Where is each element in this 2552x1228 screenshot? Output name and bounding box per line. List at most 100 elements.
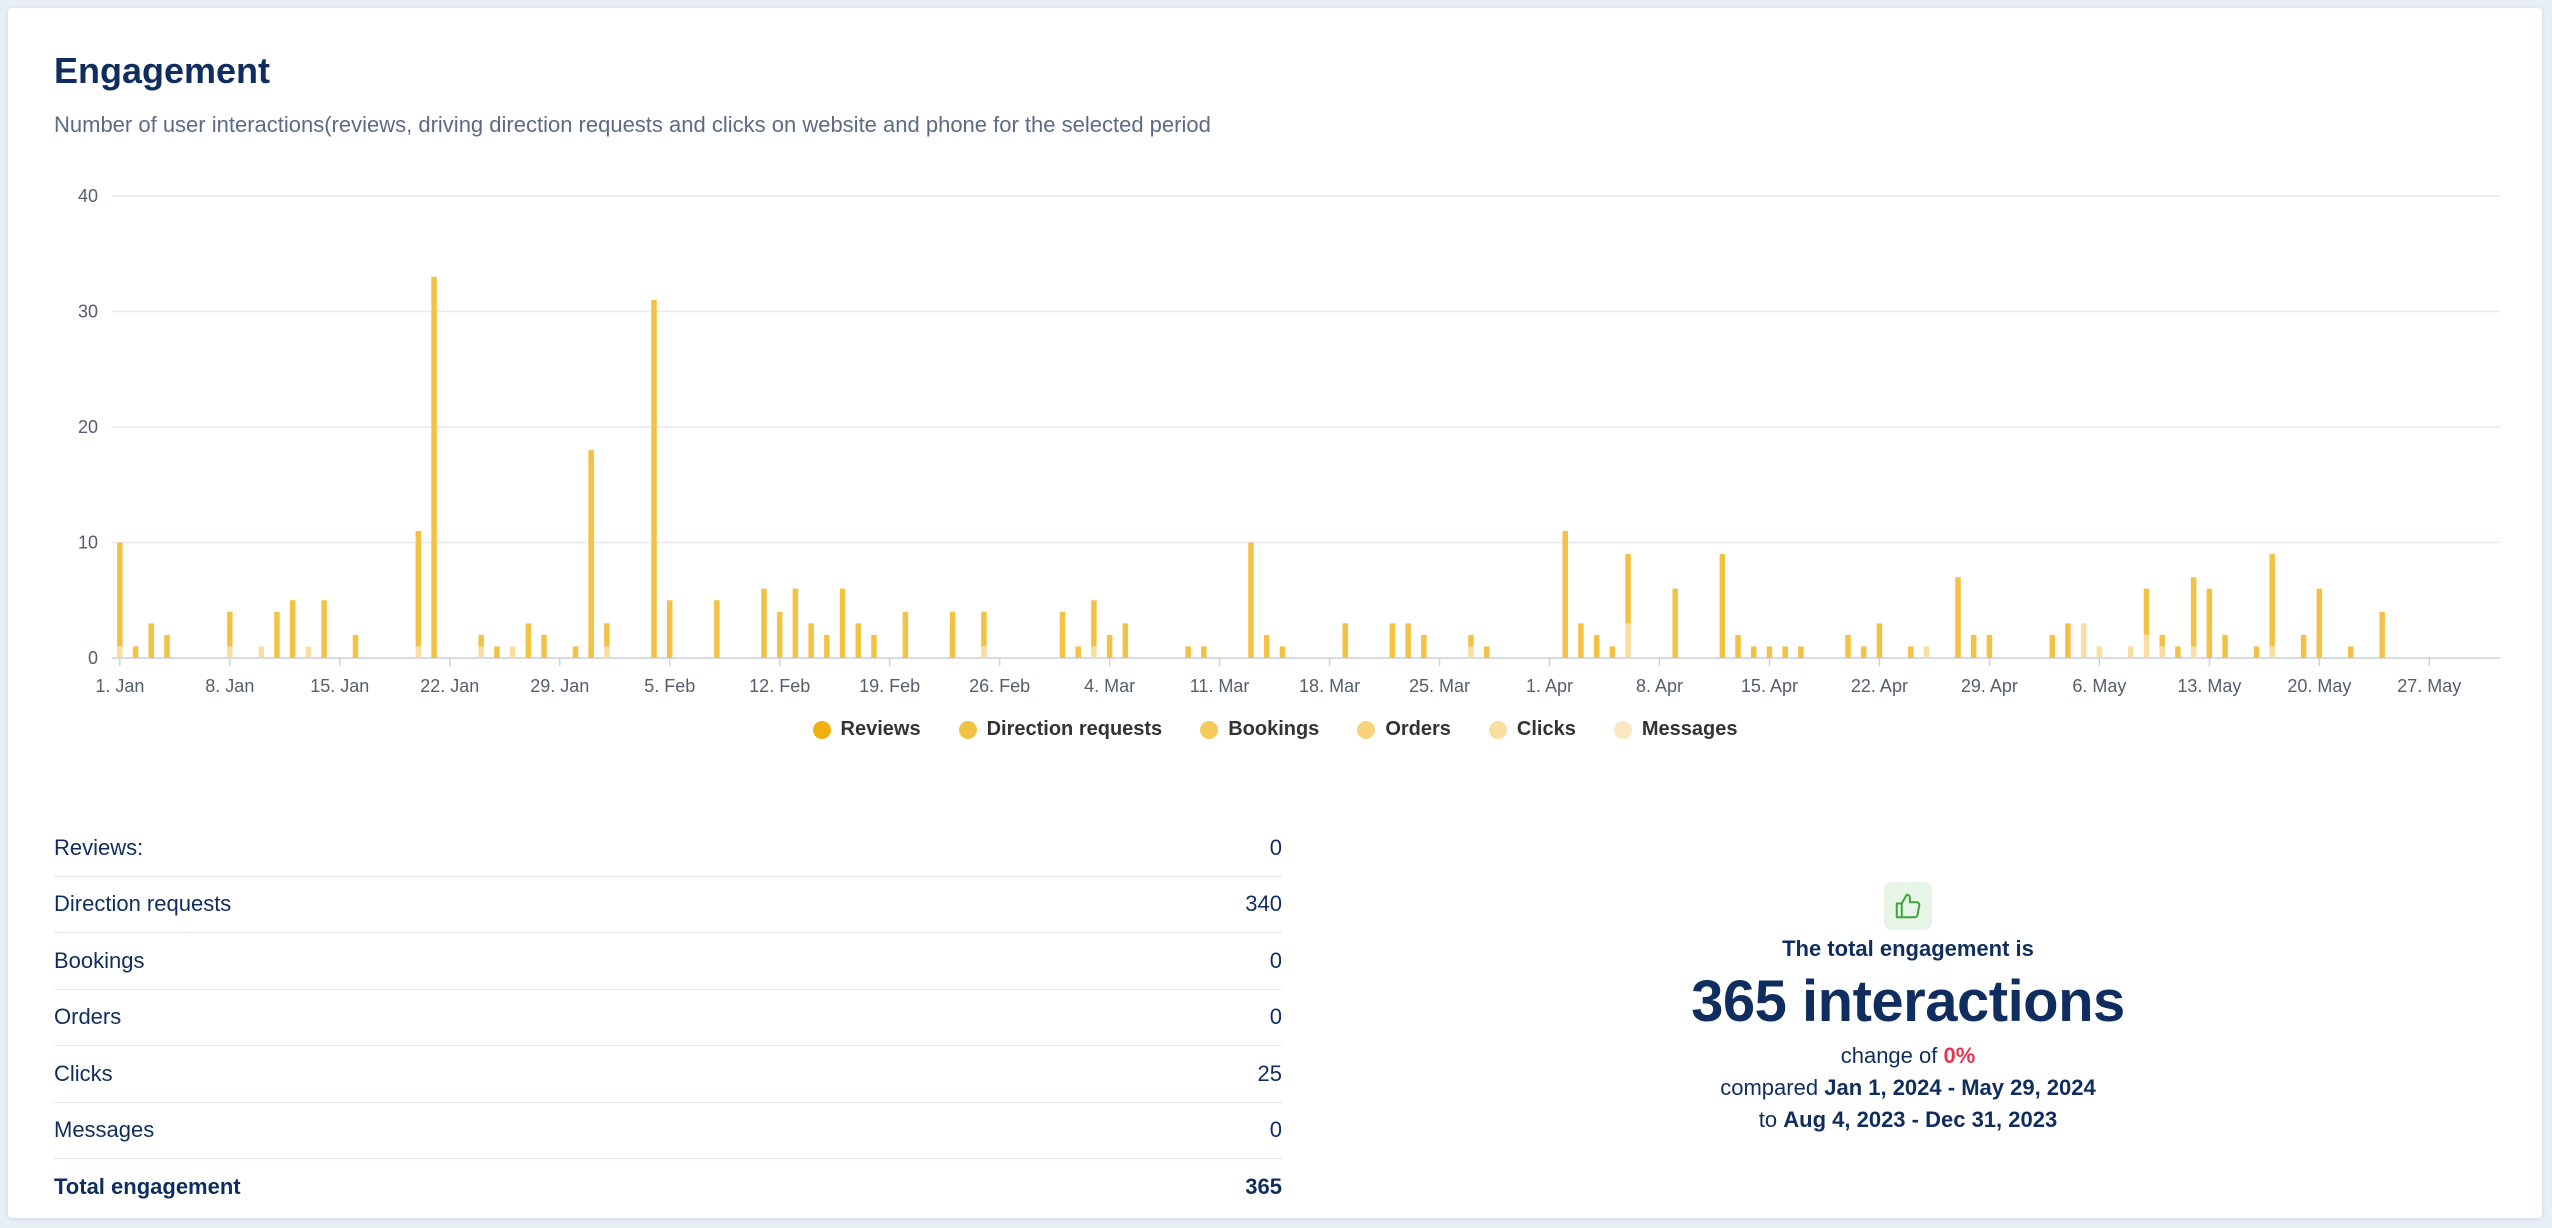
legend-label: Messages [1641, 718, 1738, 740]
bar-direction-requests [1908, 646, 1914, 658]
bar-direction-requests [588, 450, 594, 658]
legend-item[interactable]: Messages [1613, 718, 1738, 741]
x-tick-label: 29. Jan [530, 676, 589, 696]
bar-direction-requests [274, 611, 280, 658]
stats-row-reviews: Reviews: 0 [54, 820, 1282, 877]
x-tick-label: 15. Apr [1741, 676, 1798, 696]
bar-direction-requests [1075, 646, 1081, 658]
bar-clicks [2143, 634, 2150, 658]
bar-direction-requests [902, 611, 909, 658]
bar-clicks [2269, 646, 2275, 658]
legend-item[interactable]: Clicks [1488, 718, 1576, 741]
x-tick-label: 22. Jan [420, 676, 479, 696]
bar-direction-requests [1955, 577, 1961, 658]
change-value: 0% [1943, 1043, 1976, 1068]
stats-row-direction-requests: Direction requests 340 [54, 877, 1282, 933]
stats-value: 0 [1269, 1117, 1282, 1143]
summary-change: change of 0% [1608, 1043, 2208, 1069]
y-tick-label: 30 [78, 302, 98, 322]
stats-row-orders: Orders 0 [54, 990, 1282, 1046]
x-tick-label: 13. May [2177, 676, 2241, 696]
engagement-chart: 0 10 20 30 40 1. Jan 8. Jan 15. Jan 22. Jan 29. … [78, 186, 2500, 696]
bar-direction-requests [2222, 634, 2228, 658]
bar-direction-requests [1609, 646, 1616, 658]
bar-direction-requests [2065, 623, 2071, 658]
bar-direction-requests [761, 588, 767, 658]
bar-direction-requests [1091, 600, 1097, 647]
bar-direction-requests [981, 611, 987, 647]
stats-label: Clicks [54, 1060, 113, 1086]
x-tick-label: 1. Apr [1526, 676, 1573, 696]
stats-row-messages: Messages 0 [54, 1103, 1282, 1159]
bar-direction-requests [1562, 530, 1568, 658]
bar-direction-requests [871, 634, 877, 658]
legend-dot-icon [1613, 720, 1632, 739]
chart-y-axis: 0 10 20 30 40 [78, 186, 98, 668]
x-tick-label: 15. Jan [310, 676, 369, 696]
bar-direction-requests [1263, 634, 1270, 658]
bar-direction-requests [1405, 623, 1411, 658]
legend-item[interactable]: Bookings [1200, 718, 1319, 741]
bar-direction-requests [1578, 623, 1584, 658]
bar-direction-requests [2206, 588, 2213, 658]
chart-grid [112, 195, 2500, 659]
bar-direction-requests [227, 611, 233, 647]
x-tick-label: 22. Apr [1851, 676, 1908, 696]
bar-direction-requests [604, 623, 610, 647]
summary-value: 365 interactions [1691, 969, 2125, 1034]
legend-item[interactable]: Direction requests [958, 718, 1162, 741]
bar-clicks [415, 646, 422, 658]
stats-total-label: Total engagement [54, 1174, 241, 1200]
stats-label: Direction requests [54, 891, 232, 917]
engagement-card: Engagement Number of user interactions(r… [8, 8, 2542, 1218]
bar-direction-requests [1421, 634, 1427, 658]
bar-clicks [604, 646, 610, 658]
bar-direction-requests [525, 623, 532, 658]
bar-direction-requests [478, 634, 484, 647]
stats-label: Orders [54, 1004, 122, 1030]
chart-legend: Reviews Direction requests Bookings Orders C… [8, 718, 2542, 741]
x-tick-label: 4. Mar [1084, 676, 1135, 696]
stats-table: Reviews: 0 Direction requests 340 Bookin… [54, 820, 1282, 1216]
bar-clicks [509, 646, 516, 658]
bar-direction-requests [1845, 634, 1851, 658]
bar-direction-requests [949, 611, 956, 658]
change-prefix: change of [1840, 1043, 1938, 1068]
legend-dot-icon [812, 720, 831, 739]
bar-direction-requests [1106, 634, 1113, 658]
bar-clicks [478, 646, 484, 658]
bar-direction-requests [792, 588, 799, 658]
x-tick-label: 6. May [2072, 676, 2126, 696]
bar-direction-requests [415, 530, 422, 647]
compared-prefix: compared [1720, 1075, 1819, 1100]
bar-clicks [305, 646, 312, 658]
x-tick-label: 12. Feb [749, 676, 810, 696]
bar-direction-requests [1248, 542, 1254, 658]
x-tick-label: 25. Mar [1409, 676, 1470, 696]
y-tick-label: 20 [78, 417, 98, 437]
legend-item[interactable]: Orders [1357, 718, 1451, 741]
bar-direction-requests [1766, 646, 1773, 658]
stats-row-bookings: Bookings 0 [54, 933, 1282, 990]
bar-direction-requests [1468, 634, 1474, 647]
x-tick-label: 5. Feb [644, 676, 695, 696]
bar-direction-requests [824, 634, 830, 658]
summary-compared: compared Jan 1, 2024 - May 29, 2024 [1608, 1075, 2208, 1101]
stats-value: 340 [1245, 891, 1282, 917]
bar-direction-requests [132, 646, 139, 658]
bar-direction-requests [666, 600, 673, 658]
bar-direction-requests [1342, 623, 1349, 658]
x-tick-label: 8. Jan [205, 676, 254, 696]
bar-direction-requests [1389, 623, 1396, 658]
bar-direction-requests [2190, 577, 2197, 647]
bar-direction-requests [148, 623, 155, 658]
x-tick-label: 19. Feb [859, 676, 920, 696]
bar-direction-requests [1201, 646, 1207, 658]
stats-label: Messages [54, 1117, 155, 1143]
bar-direction-requests [651, 299, 657, 658]
y-tick-label: 40 [78, 186, 98, 206]
bar-direction-requests [2159, 634, 2165, 647]
legend-item[interactable]: Reviews [812, 718, 921, 741]
stats-value: 25 [1257, 1060, 1282, 1086]
bar-direction-requests [494, 646, 500, 658]
